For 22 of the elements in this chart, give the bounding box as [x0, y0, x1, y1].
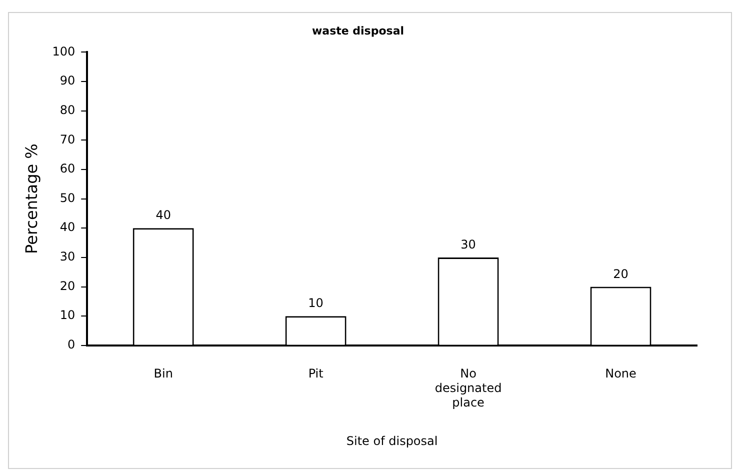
chart-title: waste disposal: [312, 24, 404, 38]
data-label: 30: [460, 238, 476, 252]
data-label: 10: [308, 296, 324, 310]
x-tick-label: Pit: [308, 366, 324, 381]
y-tick-label: 40: [60, 220, 76, 234]
y-tick-label: 30: [60, 250, 76, 264]
y-tick-label: 70: [60, 132, 76, 146]
y-tick-label: 60: [60, 162, 76, 176]
y-tick-label: 20: [60, 278, 76, 293]
y-tick-label: 90: [60, 74, 76, 88]
y-axis-title: Percentage %: [22, 144, 41, 254]
y-tick-label: 0: [67, 338, 76, 352]
data-label: 40: [156, 208, 171, 222]
y-tick-label: 10: [60, 308, 76, 322]
y-tick-label: 100: [52, 44, 76, 58]
y-tick-label: 50: [60, 190, 76, 205]
y-tick-label: 80: [60, 102, 76, 117]
x-tick-label: Bin: [154, 366, 173, 381]
x-tick-label: None: [605, 366, 636, 381]
data-label: 20: [613, 266, 628, 281]
x-axis-title: Site of disposal: [346, 434, 438, 448]
x-tick-label: No designated place: [434, 366, 502, 410]
